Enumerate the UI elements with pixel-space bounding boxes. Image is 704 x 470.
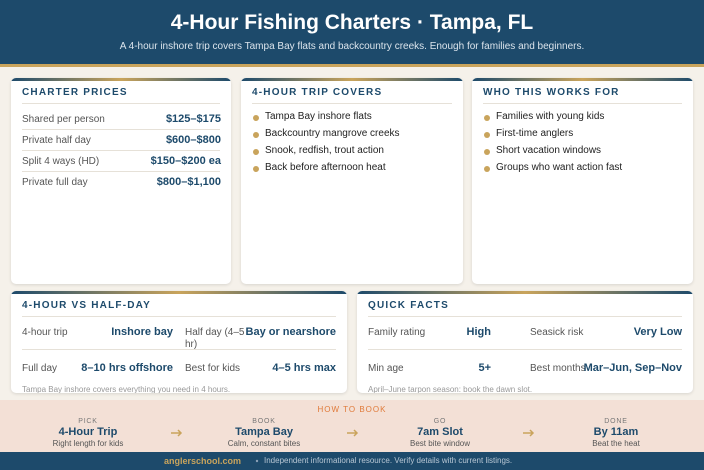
fact-label: 4-hour trip bbox=[22, 327, 68, 338]
card-note: April–June tarpon season: book the dawn … bbox=[368, 385, 533, 393]
fact-label: Min age bbox=[368, 363, 404, 374]
step-label: BOOK bbox=[252, 418, 276, 425]
fact-value: Bay or nearshore bbox=[245, 326, 336, 338]
fact-label: Best months bbox=[530, 363, 586, 374]
compare-card: 4-HOUR VS HALF-DAY 4-hour trip Inshore bay… bbox=[11, 291, 347, 393]
bullet bbox=[484, 132, 490, 138]
how-band bbox=[0, 400, 704, 452]
fact-value: Inshore bay bbox=[111, 326, 173, 338]
list-item: Groups who want action fast bbox=[496, 162, 623, 173]
row-rule bbox=[368, 349, 682, 350]
fact-label: Half day (4–5 hr) bbox=[185, 327, 245, 350]
row-rule bbox=[22, 150, 220, 151]
card-heading: 4-HOUR VS HALF-DAY bbox=[22, 300, 152, 311]
price-label: Shared per person bbox=[22, 114, 105, 125]
row-rule bbox=[22, 129, 220, 130]
title: 4-Hour Fishing Charters · Tampa, FL bbox=[170, 11, 534, 34]
price-value: $600–$800 bbox=[165, 134, 221, 146]
fact-value: 4–5 hrs max bbox=[272, 362, 336, 374]
bullet bbox=[253, 166, 259, 172]
step-label: PICK bbox=[78, 418, 98, 425]
step-title: 4-Hour Trip bbox=[58, 426, 118, 438]
heading-rule bbox=[22, 316, 336, 317]
bullet bbox=[253, 132, 259, 138]
header-rule bbox=[0, 64, 704, 67]
step-title: Tampa Bay bbox=[235, 426, 293, 438]
bullet bbox=[484, 166, 490, 172]
fact-value: High bbox=[466, 326, 491, 338]
footer-text: Independent informational resource. Veri… bbox=[264, 456, 513, 465]
step-title: By 11am bbox=[593, 426, 639, 438]
heading-rule bbox=[252, 103, 452, 104]
card-heading: 4-HOUR TRIP COVERS bbox=[252, 87, 383, 98]
step-sub: Calm, constant bites bbox=[227, 439, 301, 448]
price-value: $800–$1,100 bbox=[156, 176, 221, 188]
price-label: Private full day bbox=[22, 177, 88, 188]
row-rule bbox=[22, 349, 336, 350]
step-sub: Beat the heat bbox=[592, 439, 640, 448]
subtitle: A 4-hour inshore trip covers Tampa Bay f… bbox=[119, 41, 585, 52]
price-label: Split 4 ways (HD) bbox=[22, 156, 100, 167]
bullet bbox=[253, 149, 259, 155]
price-value: $125–$175 bbox=[165, 113, 221, 125]
list-item: Snook, redfish, trout action bbox=[265, 145, 384, 156]
price-value: $150–$200 ea bbox=[150, 155, 221, 167]
facts-card: QUICK FACTS Family rating High Seasick risk… bbox=[357, 291, 693, 393]
header bbox=[0, 0, 704, 64]
fact-value: 5+ bbox=[478, 362, 491, 374]
list-item: Families with young kids bbox=[496, 111, 605, 122]
who-card: WHO THIS WORKS FOR Families with young ki… bbox=[472, 78, 693, 284]
bullet bbox=[484, 149, 490, 155]
footer bbox=[0, 452, 704, 470]
list-item: Backcountry mangrove creeks bbox=[265, 128, 400, 139]
list-item: First-time anglers bbox=[496, 128, 574, 139]
fact-label: Full day bbox=[22, 363, 58, 374]
fact-label: Seasick risk bbox=[530, 327, 584, 338]
heading-rule bbox=[483, 103, 682, 104]
prices-card: CHARTER PRICES Shared per person $125–$175… bbox=[11, 78, 231, 284]
fact-label: Family rating bbox=[368, 327, 426, 338]
step-label: DONE bbox=[604, 418, 628, 425]
fact-value: 8–10 hrs offshore bbox=[81, 362, 173, 374]
covers-card: 4-HOUR TRIP COVERS Tampa Bay inshore flat… bbox=[241, 78, 463, 284]
fact-label: Best for kids bbox=[185, 363, 241, 374]
bullet bbox=[484, 115, 490, 121]
card-heading: WHO THIS WORKS FOR bbox=[483, 87, 620, 98]
heading-rule bbox=[368, 316, 682, 317]
step-title: 7am Slot bbox=[417, 426, 463, 438]
fact-value: Mar–Jun, Sep–Nov bbox=[583, 362, 682, 374]
footer-sep bbox=[255, 459, 259, 463]
step-sub: Right length for kids bbox=[52, 439, 124, 448]
bullet bbox=[253, 115, 259, 121]
card-note: Tampa Bay inshore covers everything you … bbox=[22, 385, 231, 393]
card-heading: QUICK FACTS bbox=[368, 300, 449, 311]
list-item: Tampa Bay inshore flats bbox=[265, 111, 372, 122]
step-sub: Best bite window bbox=[409, 439, 471, 448]
row-rule bbox=[22, 171, 220, 172]
arrows bbox=[171, 429, 535, 437]
footer-site: anglerschool.com bbox=[164, 456, 242, 466]
list-item: Back before afternoon heat bbox=[265, 162, 386, 173]
fact-value: Very Low bbox=[633, 326, 682, 338]
price-label: Private half day bbox=[22, 135, 91, 146]
how-title: HOW TO BOOK bbox=[317, 405, 387, 414]
step-label: GO bbox=[433, 418, 447, 425]
heading-rule bbox=[22, 103, 220, 104]
card-heading: CHARTER PRICES bbox=[22, 87, 128, 98]
list-item: Short vacation windows bbox=[496, 145, 602, 156]
